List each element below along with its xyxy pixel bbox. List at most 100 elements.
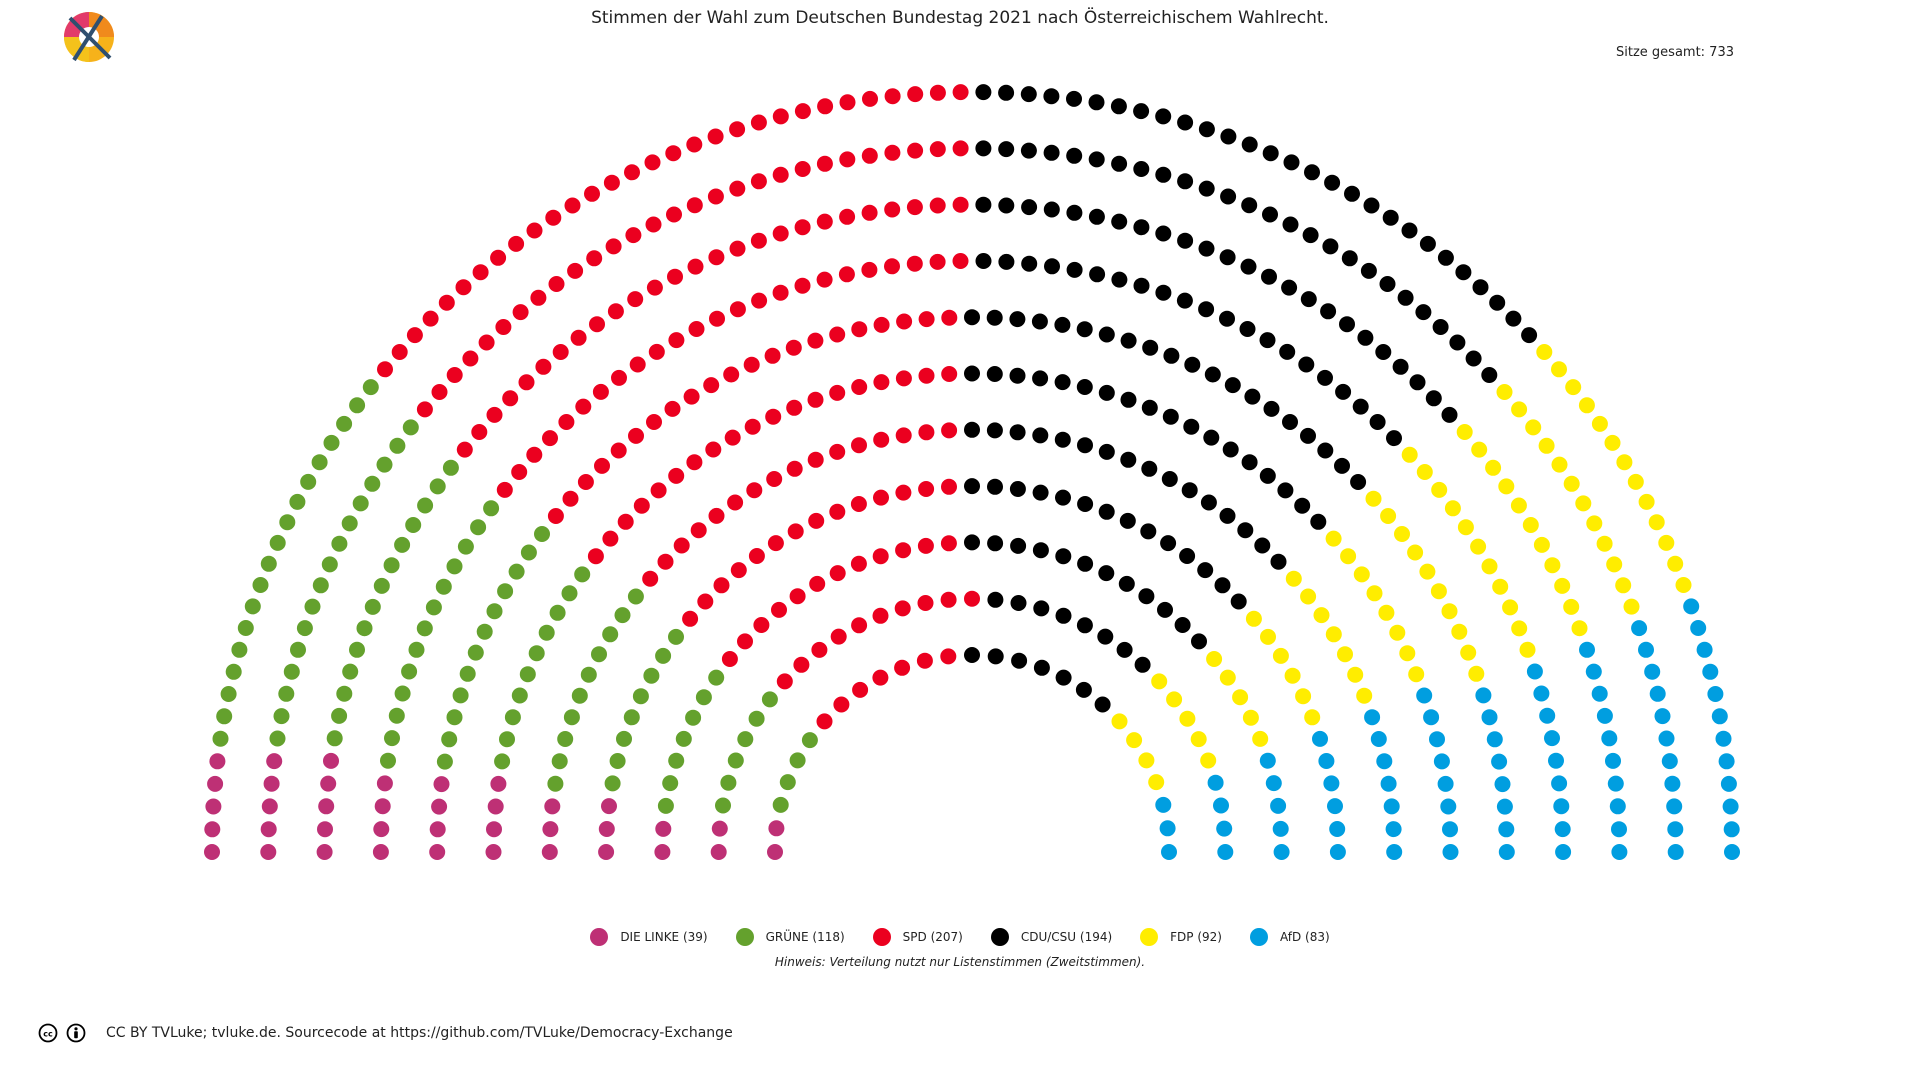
seat [1282,216,1299,233]
seat [895,484,912,501]
seat [1325,530,1342,547]
seat [737,633,753,650]
seat [710,844,727,860]
seat [1667,821,1684,838]
seat [1044,258,1060,275]
seat [548,276,565,292]
seat [1386,430,1402,447]
seat [1711,708,1728,725]
seat [941,478,957,495]
seat [817,98,834,115]
seat [916,652,933,669]
seat [1472,279,1489,296]
seat [789,752,806,769]
seat [743,356,760,373]
seat [1200,752,1217,769]
seat [602,530,619,547]
seat [1442,821,1458,838]
legend: DIE LINKE (39) GRÜNE (118) SPD (207) CDU/CS… [0,928,1920,946]
seat [331,535,348,552]
seat [1076,379,1093,395]
seat [1533,685,1550,702]
seat [349,397,366,414]
seat [1437,775,1454,792]
seat [402,419,419,436]
legend-item: AfD (83) [1249,928,1330,946]
seat [1455,264,1472,281]
seat [1285,570,1302,587]
chart-title: Stimmen der Wahl zum Deutschen Bundestag… [591,8,1329,28]
seat [975,196,992,213]
seat [642,570,659,587]
seat [686,197,703,214]
seat [1055,669,1072,686]
seat [1310,513,1327,530]
seat [808,512,825,529]
seat [1118,575,1135,592]
seat [1163,347,1180,364]
seat [1055,548,1072,565]
seat [851,617,868,634]
seat [746,482,763,499]
seat [1088,94,1105,111]
seat [1097,628,1114,645]
seat [1394,526,1410,542]
seat [504,709,521,726]
seat [1177,232,1194,249]
seat [478,334,495,351]
seat [1533,536,1550,553]
seat [1449,334,1466,351]
seat [1111,213,1128,230]
party-seats-fdp [1111,344,1692,791]
seat [279,514,296,531]
seat [789,588,806,605]
seat [1148,774,1165,791]
seat [1324,174,1341,191]
seat [603,174,620,191]
seat [1232,689,1249,706]
seat [311,454,328,471]
seat [1009,311,1026,328]
legend-swatch [1140,928,1159,946]
seat [655,820,672,837]
seat [1442,844,1459,860]
seat [1554,821,1571,838]
seat [764,347,781,364]
seat [1055,607,1072,624]
seat [1715,730,1732,747]
seat [476,623,493,640]
seat [895,370,912,387]
seat [1134,656,1151,673]
seat [602,626,619,643]
seat [1667,555,1684,572]
seat [231,641,248,658]
seat [530,289,547,306]
seat [416,620,433,637]
seat [1320,303,1337,320]
seat [703,377,720,394]
seat [1245,610,1262,627]
seat [471,424,488,440]
seat [1110,98,1127,115]
seat [1244,388,1261,405]
seat [952,140,969,157]
seat [772,796,789,813]
seat [1198,180,1215,197]
seat [472,264,489,281]
seat [623,709,640,726]
seat [1300,588,1317,605]
seat [1272,647,1289,664]
seat [666,206,682,223]
seat [654,844,671,860]
seat [587,548,604,565]
seat [323,752,339,769]
seat [1009,424,1026,441]
seat [1323,775,1340,792]
seat [1397,289,1414,306]
seat [940,648,957,665]
seat [1298,356,1315,373]
seat [964,590,980,607]
seat [1690,620,1707,636]
seat [483,500,500,517]
seat [1496,798,1513,815]
